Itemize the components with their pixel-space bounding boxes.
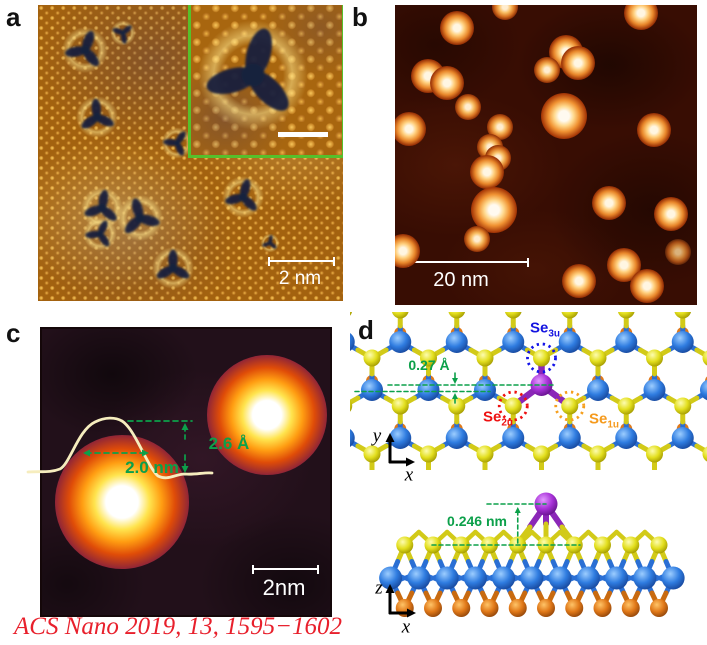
defect-marker — [81, 187, 123, 229]
atomic-model-diagram — [350, 312, 707, 618]
stm-image-large-area: 20 nm — [395, 5, 697, 305]
adatom-spot — [430, 66, 464, 100]
width-annotation: 2.0 nm — [125, 458, 179, 477]
adatom-spot — [562, 264, 596, 298]
stm-image-defect-closeup: 2nm — [40, 327, 332, 617]
defect-marker — [83, 217, 117, 251]
label-offset: 0.27 Å — [408, 357, 450, 373]
panel-b-label: b — [352, 2, 368, 32]
adatom-spot — [630, 269, 664, 303]
defect-marker — [152, 247, 194, 289]
side-view-model — [379, 492, 685, 617]
scale-bar-c — [252, 565, 319, 574]
inset-scale-bar — [278, 132, 328, 137]
defect-marker — [76, 96, 118, 138]
top-view-model — [350, 312, 707, 470]
adatom-spot — [470, 155, 504, 189]
scale-bar-a — [268, 257, 335, 266]
label-se3u: Se3u — [529, 319, 561, 340]
defect-marker — [61, 26, 109, 74]
adatom-spot — [455, 94, 481, 120]
scale-bar-a-text: 2 nm — [278, 268, 322, 289]
defect-marker — [260, 233, 280, 253]
axis-top-y: y — [372, 425, 382, 447]
stm-image-atomic-lattice: 2 nm — [38, 5, 343, 301]
defect-marker — [161, 127, 193, 159]
scale-bar-b-text: 20 nm — [433, 269, 489, 291]
adatom-spot — [654, 197, 688, 231]
panel-a-label: a — [6, 2, 21, 32]
adatom-spot — [592, 186, 626, 220]
scale-bar-c-text: 2nm — [262, 575, 306, 600]
citation: ACS Nano 2019, 13, 1595−1602 — [14, 613, 342, 640]
bright-protrusion — [207, 355, 327, 475]
defect-marker — [198, 20, 308, 130]
height-annotation: 2.6 Å — [208, 434, 250, 453]
adatom-spot — [665, 239, 691, 265]
adatom-spot — [534, 57, 560, 83]
adatom-spot — [440, 11, 474, 45]
adatom-spot — [471, 187, 517, 233]
scale-bar-b — [407, 258, 529, 267]
stm-inset-zoom — [188, 5, 343, 158]
label-se2u: Se2u — [482, 408, 514, 429]
panel-d-label: d — [358, 315, 374, 345]
defect-marker — [110, 20, 136, 46]
adatom-spot — [624, 5, 658, 30]
axis-side-x: x — [401, 616, 411, 638]
defect-marker — [222, 176, 264, 218]
adatom-spot — [561, 46, 595, 80]
adatom-spot — [637, 113, 671, 147]
adatom-spot — [395, 112, 426, 146]
adatom-spot — [541, 93, 587, 139]
defect-marker — [116, 194, 164, 242]
axis-side-z: z — [375, 577, 383, 599]
label-bondlength: 0.246 nm — [447, 513, 507, 529]
axis-top-x: x — [404, 464, 414, 486]
label-se1u: Se1u — [588, 410, 620, 431]
panel-c-label: c — [6, 318, 21, 348]
inset-defect-layer — [198, 20, 308, 130]
adatom-spot — [464, 226, 490, 252]
defect-markers-layer — [61, 20, 280, 289]
bright-protrusion — [55, 435, 189, 569]
adatom-spot — [492, 5, 518, 20]
